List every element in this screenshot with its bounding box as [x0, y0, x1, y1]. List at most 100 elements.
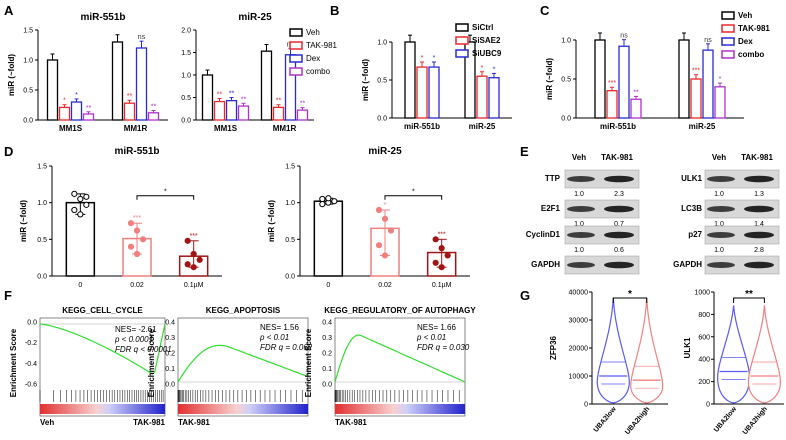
bar-veh-0: [46, 59, 59, 121]
y-tick-label: 0.3: [165, 335, 175, 342]
enrichment-curve: [177, 344, 309, 383]
bar-dex-0: [618, 45, 630, 119]
y-axis-label: Enrichment Score: [147, 328, 156, 397]
left-phenotype-label: TAK-981: [178, 418, 210, 427]
bracket-significance: *: [164, 189, 167, 196]
chart-title: miR-25: [368, 146, 402, 157]
panel-label-c: C: [540, 3, 550, 18]
category-label: 0.1µM: [432, 282, 452, 289]
violin-1: [630, 297, 664, 404]
bar-veh-0: [201, 74, 214, 121]
category-label: 0.02: [378, 282, 392, 289]
data-point: [444, 252, 451, 259]
bar-veh-1: [260, 50, 273, 121]
rank-gradient-bar: [335, 404, 465, 414]
violin-0: [596, 297, 630, 404]
p-value-label: p < 0.0001: [114, 335, 153, 344]
y-tick-label: 0.0: [37, 274, 47, 281]
western-blot-e: Veh TAK-981 TTP 1.0 2.3 E2F1 1.0 0.7 CyclinD1 1.0…: [526, 153, 780, 275]
category-label: MM1S: [59, 124, 83, 133]
significance-label: ***: [692, 68, 700, 75]
legend-label: combo: [738, 50, 764, 59]
y-axis-label: miR (~fold): [19, 200, 28, 242]
legend-swatch: [289, 67, 303, 76]
band-veh: [567, 232, 595, 238]
significance-label: *: [481, 65, 484, 72]
y-tick-label: 30000: [569, 318, 589, 325]
band-value: 1.0: [714, 191, 724, 198]
blot-label: ULK1: [681, 174, 702, 183]
data-point: [325, 195, 332, 202]
blot-label: GAPDH: [531, 260, 560, 269]
bar-combo-0: [82, 113, 95, 121]
y-tick-label: 0.0: [27, 320, 37, 327]
band-value: 1.0: [714, 247, 724, 254]
blot-label: TTP: [545, 174, 561, 183]
y-tick-label: 0.0: [181, 118, 191, 125]
y-tick-label: 1.5: [181, 50, 191, 57]
rank-gradient-bar: [178, 404, 308, 414]
violin-1: [747, 305, 782, 404]
y-axis-label: ULK1: [683, 337, 692, 358]
legend-swatch: [721, 11, 735, 20]
y-tick-label: 600: [698, 334, 710, 341]
bar-dex-0: [70, 101, 83, 121]
bar-tak981-0: [213, 100, 226, 121]
panel-label-e: E: [520, 144, 529, 159]
gsea-frame: [334, 317, 466, 417]
band-value: 1.0: [574, 191, 584, 198]
bar-sisae2-0: [416, 66, 428, 119]
header-veh: Veh: [712, 153, 726, 162]
data-point: [331, 198, 338, 205]
significance-label: **: [217, 91, 223, 98]
nes-label: NES= 1.66: [417, 323, 456, 332]
fdr-label: FDR q = 0.030: [417, 343, 470, 352]
blot-label: LC3B: [681, 204, 702, 213]
data-point: [387, 227, 395, 234]
panel-label-b: B: [330, 3, 339, 18]
blot-label: E2F1: [541, 204, 561, 213]
band-tak981: [744, 261, 774, 269]
y-tick-label: 1.0: [181, 73, 191, 80]
significance-label: **: [745, 289, 753, 300]
y-axis-label: ZFP36: [549, 335, 558, 360]
nes-label: NES= 1.56: [260, 323, 299, 332]
band-veh: [707, 232, 735, 238]
bar-dex-1: [135, 47, 148, 121]
data-point: [381, 215, 389, 222]
legend-swatch: [289, 28, 303, 37]
legend-swatch: [289, 54, 303, 63]
significance-label: **: [633, 89, 639, 96]
legend-swatch: [455, 23, 469, 32]
category-label: 0: [326, 282, 330, 289]
legend-label: Dex: [306, 54, 320, 63]
header-tak981: TAK-981: [601, 153, 633, 162]
gsea-title: KEGG_CELL_CYCLE: [62, 306, 143, 315]
data-point: [83, 193, 90, 200]
legend-label: SiCtrl: [472, 23, 493, 32]
data-point: [83, 201, 90, 208]
data-point: [432, 236, 439, 243]
band-value: 1.0: [574, 247, 584, 254]
left-phenotype-label: Veh: [40, 418, 54, 427]
bar-sictrl-0: [404, 41, 416, 119]
data-point: [375, 206, 383, 214]
chart-title: miR-551b: [114, 146, 159, 157]
legend-swatch: [289, 41, 303, 50]
gsea-title: KEGG_APOPTOSIS: [206, 306, 281, 315]
y-tick-label: 1.0: [23, 58, 33, 65]
band-veh: [567, 206, 595, 212]
bar-tak981-1: [690, 78, 702, 119]
y-tick-label: 0.0: [23, 118, 33, 125]
y-tick-label: 0.5: [561, 77, 571, 84]
band-tak981: [604, 205, 634, 213]
category-label: miR-25: [469, 122, 496, 131]
y-tick-label: 0: [584, 402, 588, 409]
bar-veh-0: [594, 39, 606, 119]
bar-dex-1: [702, 49, 714, 119]
significance-label: **: [86, 105, 92, 112]
bar-combo-1: [147, 112, 160, 121]
y-tick-label: 0.1: [165, 366, 175, 373]
